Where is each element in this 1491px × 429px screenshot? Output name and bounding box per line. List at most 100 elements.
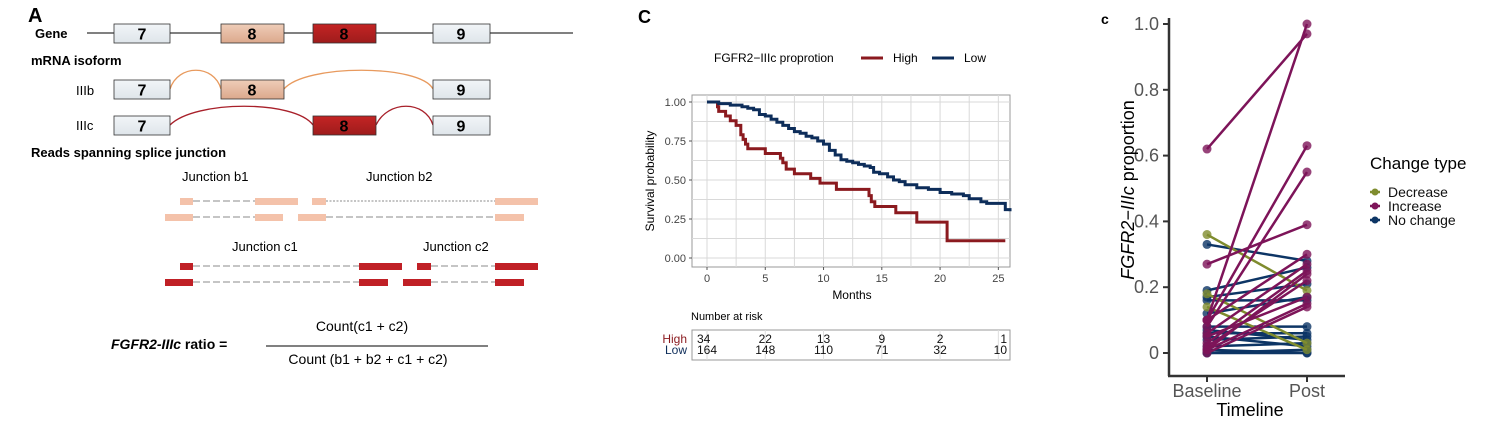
mrna-isoform-label: mRNA isoform [31,53,122,68]
pair-line [1206,295,1308,338]
risk-cell: 22 [759,332,773,346]
y-tick-label: 0.4 [1134,211,1159,231]
pair-line [1206,295,1308,315]
x-tick-label: Baseline [1172,381,1241,401]
baseline-point [1202,289,1212,299]
x-tick-label: 20 [934,273,946,285]
iiic-exon-9: 9 [432,115,491,136]
x-tick-label: Post [1289,381,1325,401]
svg-text:7: 7 [138,119,147,136]
post-point [1302,19,1312,29]
km-panel-label: C [638,7,651,27]
risk-cell: 10 [994,343,1008,357]
baseline-point [1202,302,1212,312]
gene-exon-7: 7 [113,23,171,44]
read-segment [180,198,193,205]
km-curves [707,100,1012,243]
iiib-exon-7: 7 [113,79,171,100]
survival-curve-high [712,100,1006,243]
junction-b1-label: Junction b1 [182,169,249,184]
post-point [1302,276,1312,286]
splice-arc-c2 [375,105,434,126]
post-point [1302,332,1312,342]
read-segment [312,198,326,205]
gene-exon-8b: 8 [220,23,285,44]
km-x-axis-label: Months [832,288,871,302]
pair-decrease [1202,302,1312,355]
x-tick-label: 15 [876,273,888,285]
y-tick-label: 0.8 [1134,80,1159,100]
y-tick-label: 0 [1149,343,1159,363]
gene-exon-8c: 8 [312,23,377,44]
baseline-point [1202,348,1212,358]
post-point [1302,338,1312,348]
ratio-formula: FGFR2-IIIc ratio = Count(c1 + c2) Count … [111,318,488,367]
pair-no-change [1202,239,1312,266]
legend-label-increase: Increase [1388,198,1442,214]
formula-lhs: FGFR2-IIIc ratio = [111,336,227,352]
legend-label-decrease: Decrease [1388,184,1448,200]
risk-row-label-low: Low [665,343,687,357]
pair-increase [1202,167,1312,332]
risk-cell: 110 [814,343,833,357]
read-segment [403,279,431,286]
pair-line [1206,253,1308,322]
baseline-point [1202,332,1212,342]
pair-line [1206,223,1308,266]
splice-arc-b2 [283,69,434,90]
risk-cell: 9 [878,332,885,346]
legend-label-low: Low [964,51,986,65]
baseline-point [1202,315,1212,325]
pair-line [1206,243,1308,263]
read-segment [165,214,193,221]
read-segment [495,263,538,270]
pair-line [1206,305,1308,351]
km-x-ticks: 0 5 10 15 20 25 [704,267,1004,285]
pair-decrease [1202,230,1312,295]
slope-y-ticks: 0 0.2 0.4 0.6 0.8 1.0 [1134,14,1169,363]
y-tick-label: 0.25 [665,214,686,226]
baseline-point [1202,322,1212,332]
risk-cell: 1 [1000,332,1007,346]
read-segment [165,279,193,286]
baseline-point [1202,144,1212,154]
post-point [1302,141,1312,151]
risk-cell: 32 [933,343,947,357]
post-point [1302,285,1312,295]
pair-line [1206,273,1308,351]
junction-c2-label: Junction c2 [423,239,489,254]
km-y-ticks: 0.00 0.25 0.50 0.75 1.00 [665,97,692,265]
x-tick-label: 0 [704,273,710,285]
km-y-axis-label: Survival probability [643,131,657,232]
read-segment [495,279,524,286]
read-segment [255,214,283,221]
pair-increase [1202,29,1312,154]
slope-legend-title: Change type [1370,154,1466,173]
y-tick-label: 1.0 [1134,14,1159,34]
legend-dot-increase [1371,202,1379,210]
read-segment [255,198,298,205]
iiib-exon-8: 8 [220,79,285,100]
read-segment [359,279,388,286]
risk-cell: 34 [697,332,711,346]
risk-table-grid [706,330,999,360]
baseline-point [1202,230,1212,240]
baseline-point [1202,259,1212,269]
splice-arc-b1 [169,69,222,90]
junction-c1-label: Junction c1 [232,239,298,254]
junction-b2-label: Junction b2 [366,169,433,184]
legend-dot-decrease [1371,188,1379,196]
post-point [1302,345,1312,355]
read-segment [298,214,326,221]
pair-line [1206,33,1308,150]
km-panel: C FGFR2−IIIc proprotion High Low 0.00 0.2… [638,7,1012,361]
pair-line [1205,145,1309,321]
svg-text:7: 7 [138,83,147,100]
read-segment [180,263,193,270]
slope-x-axis-label: Timeline [1216,400,1283,420]
baseline-point [1202,239,1212,249]
slope-panel: c 0 0.2 0.4 0.6 0.8 1.0 Baseline Post Timeline… [1101,11,1466,420]
risk-cell: 2 [937,332,944,346]
